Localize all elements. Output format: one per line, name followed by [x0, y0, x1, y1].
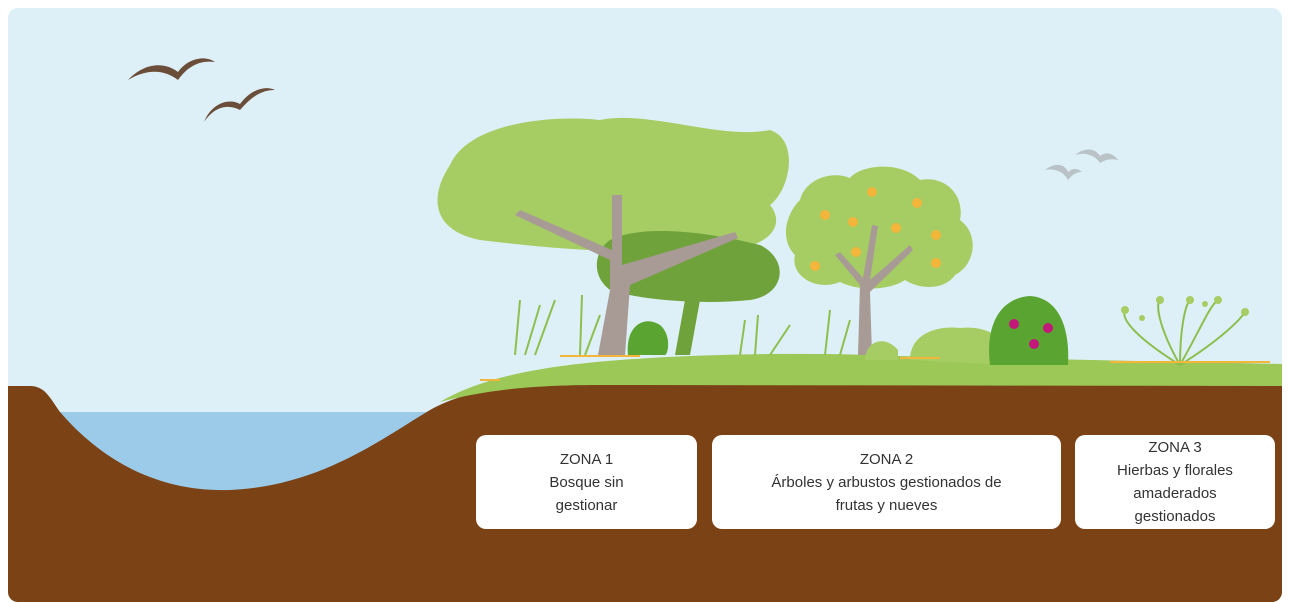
zone-box: ZONA 3 Hierbas y florales amaderados ges… [1075, 435, 1275, 529]
illustration: ZONA 1 Bosque sin gestionar ZONA 2 Árbol… [0, 0, 1290, 602]
zone-text: Árboles y arbustos gestionados de frutas… [752, 471, 1022, 517]
zone-text: Bosque sin gestionar [522, 471, 652, 517]
zone-label: ZONA 3 [1148, 436, 1201, 459]
zone-label: ZONA 1 [560, 448, 613, 471]
zone-text: Hierbas y florales amaderados gestionado… [1105, 459, 1245, 528]
zone-box: ZONA 1 Bosque sin gestionar [476, 435, 697, 529]
zone-box: ZONA 2 Árboles y arbustos gestionados de… [712, 435, 1061, 529]
zone-label: ZONA 2 [860, 448, 913, 471]
